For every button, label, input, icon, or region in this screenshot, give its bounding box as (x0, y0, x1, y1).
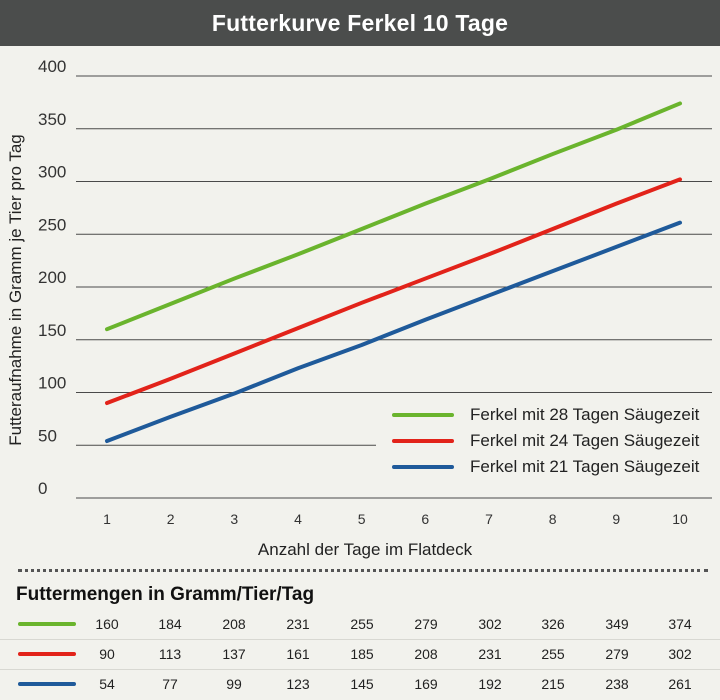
table-cell: 238 (605, 676, 629, 692)
table-row: 160 184 208 231 255 279 302 326 349 374 (0, 610, 720, 640)
table-cell: 302 (478, 616, 502, 632)
data-table: 160 184 208 231 255 279 302 326 349 374 90 113 137 16… (0, 610, 720, 699)
dotted-separator (18, 569, 708, 572)
table-cell: 145 (350, 676, 374, 692)
table-row-swatch (18, 652, 76, 656)
table-cell: 208 (222, 616, 246, 632)
x-tick-label: 2 (167, 511, 175, 527)
table-cell: 349 (605, 616, 629, 632)
y-tick-label: 50 (38, 426, 57, 445)
x-tick-label: 1 (103, 511, 111, 527)
y-tick-label: 250 (38, 215, 66, 234)
x-tick-label: 7 (485, 511, 493, 527)
table-cell: 77 (162, 676, 178, 692)
x-tick-label: 3 (230, 511, 238, 527)
table-cell: 231 (286, 616, 310, 632)
table-cell: 123 (286, 676, 310, 692)
legend-label-2: Ferkel mit 24 Tagen Säugezeit (470, 431, 700, 450)
y-tick-label: 150 (38, 321, 66, 340)
y-tick-label: 100 (38, 374, 66, 393)
series-line-3 (105, 220, 682, 444)
title-bar: Futterkurve Ferkel 10 Tage (0, 0, 720, 46)
x-tick-label: 5 (358, 511, 366, 527)
y-tick-label: 200 (38, 268, 66, 287)
table-cell: 208 (414, 646, 438, 662)
table-cell: 255 (350, 616, 374, 632)
table-cell: 113 (158, 646, 182, 662)
table-cell: 54 (99, 676, 115, 692)
x-tick-label: 8 (549, 511, 557, 527)
table-cell: 161 (286, 646, 310, 662)
table-row: 54 77 99 123 145 169 192 215 238 261 (0, 670, 720, 699)
table-cell: 90 (99, 646, 115, 662)
table-cell: 261 (668, 676, 692, 692)
table-row-swatch (18, 622, 76, 626)
table-row: 90 113 137 161 185 208 231 255 279 302 (0, 640, 720, 670)
table-cell: 184 (158, 616, 182, 632)
y-axis-title: Futteraufnahme in Gramm je Tier pro Tag (6, 134, 25, 446)
x-axis-title: Anzahl der Tage im Flatdeck (258, 540, 473, 559)
table-cell: 279 (414, 616, 438, 632)
x-tick-label: 10 (672, 511, 688, 527)
x-tick-label: 4 (294, 511, 302, 527)
table-row-swatch (18, 682, 76, 686)
series-line-1 (105, 101, 682, 332)
table-cell: 185 (350, 646, 374, 662)
table-cell: 279 (605, 646, 629, 662)
table-cell: 255 (541, 646, 565, 662)
y-tick-label: 0 (38, 479, 47, 498)
y-tick-label: 300 (38, 163, 66, 182)
table-cell: 374 (668, 616, 692, 632)
x-tick-label: 9 (612, 511, 620, 527)
x-tick-label: 6 (421, 511, 429, 527)
table-cell: 192 (478, 676, 502, 692)
series-line-2 (105, 177, 682, 406)
table-cell: 160 (95, 616, 119, 632)
table-cell: 99 (226, 676, 242, 692)
y-tick-label: 400 (38, 57, 66, 76)
line-chart: 0 50 100 150 200 250 300 350 400 1 2 3 4 5 6 7 8 9 10 Anzah… (6, 57, 720, 559)
table-cell: 231 (478, 646, 502, 662)
table-cell: 326 (541, 616, 565, 632)
table-title: Futtermengen in Gramm/Tier/Tag (16, 584, 315, 605)
legend-label-1: Ferkel mit 28 Tagen Säugezeit (470, 405, 700, 424)
y-tick-label: 350 (38, 110, 66, 129)
legend-label-3: Ferkel mit 21 Tagen Säugezeit (470, 457, 700, 476)
table-cell: 302 (668, 646, 692, 662)
table-cell: 215 (541, 676, 565, 692)
table-cell: 169 (414, 676, 438, 692)
chart-title: Futterkurve Ferkel 10 Tage (211, 9, 509, 36)
table-cell: 137 (222, 646, 246, 662)
